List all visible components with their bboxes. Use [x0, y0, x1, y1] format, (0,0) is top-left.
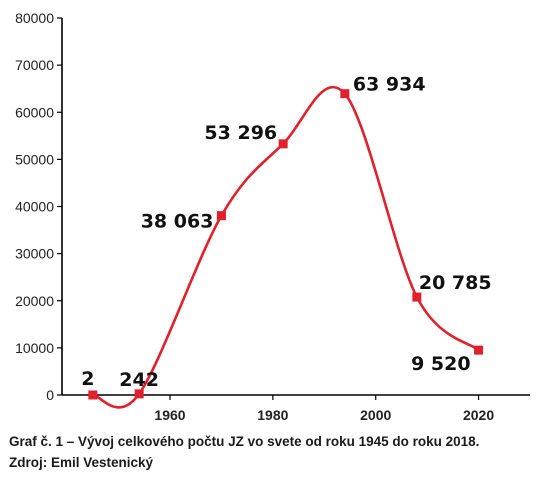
data-label: 53 296 — [204, 122, 277, 144]
axes — [61, 18, 530, 396]
y-tick-label: 70000 — [15, 57, 54, 73]
chart-caption: Graf č. 1 – Vývoj celkového počtu JZ vo … — [9, 434, 480, 449]
x-tick-label: 1960 — [154, 407, 185, 423]
y-tick-label: 20000 — [15, 293, 54, 309]
x-tick-label: 2020 — [463, 407, 494, 423]
y-tick-label: 30000 — [15, 246, 54, 262]
data-point-marker — [340, 89, 350, 99]
data-label: 9 520 — [411, 353, 471, 375]
x-tick-label: 1980 — [257, 407, 288, 423]
y-tick-label: 60000 — [15, 104, 54, 120]
y-tick-label: 80000 — [15, 10, 54, 26]
data-label: 242 — [119, 369, 159, 391]
chart-source: Zdroj: Emil Vestenický — [9, 455, 154, 470]
series-layer — [88, 85, 484, 409]
data-point-marker — [278, 139, 288, 149]
y-tick-label: 10000 — [15, 340, 54, 356]
y-tick-label: 40000 — [15, 199, 54, 215]
data-point-marker — [134, 389, 144, 399]
y-tick-label: 0 — [46, 387, 54, 403]
data-label: 38 063 — [141, 211, 214, 233]
data-label: 2 — [81, 368, 94, 390]
y-tick-label: 50000 — [15, 151, 54, 167]
data-label: 20 785 — [419, 272, 492, 294]
data-point-marker — [474, 345, 484, 355]
x-tick-label: 2000 — [360, 407, 391, 423]
data-label: 63 934 — [353, 74, 426, 96]
data-point-marker — [88, 390, 98, 400]
data-point-marker — [412, 292, 422, 302]
data-labels: 2 242 38 063 53 296 63 934 20 785 9 520 — [81, 74, 491, 391]
data-point-marker — [216, 211, 226, 221]
line-chart: 0 10000 20000 30000 40000 50000 60000 70000 8000… — [15, 10, 530, 423]
axis-ticks: 0 10000 20000 30000 40000 50000 60000 70000 8000… — [15, 10, 494, 423]
